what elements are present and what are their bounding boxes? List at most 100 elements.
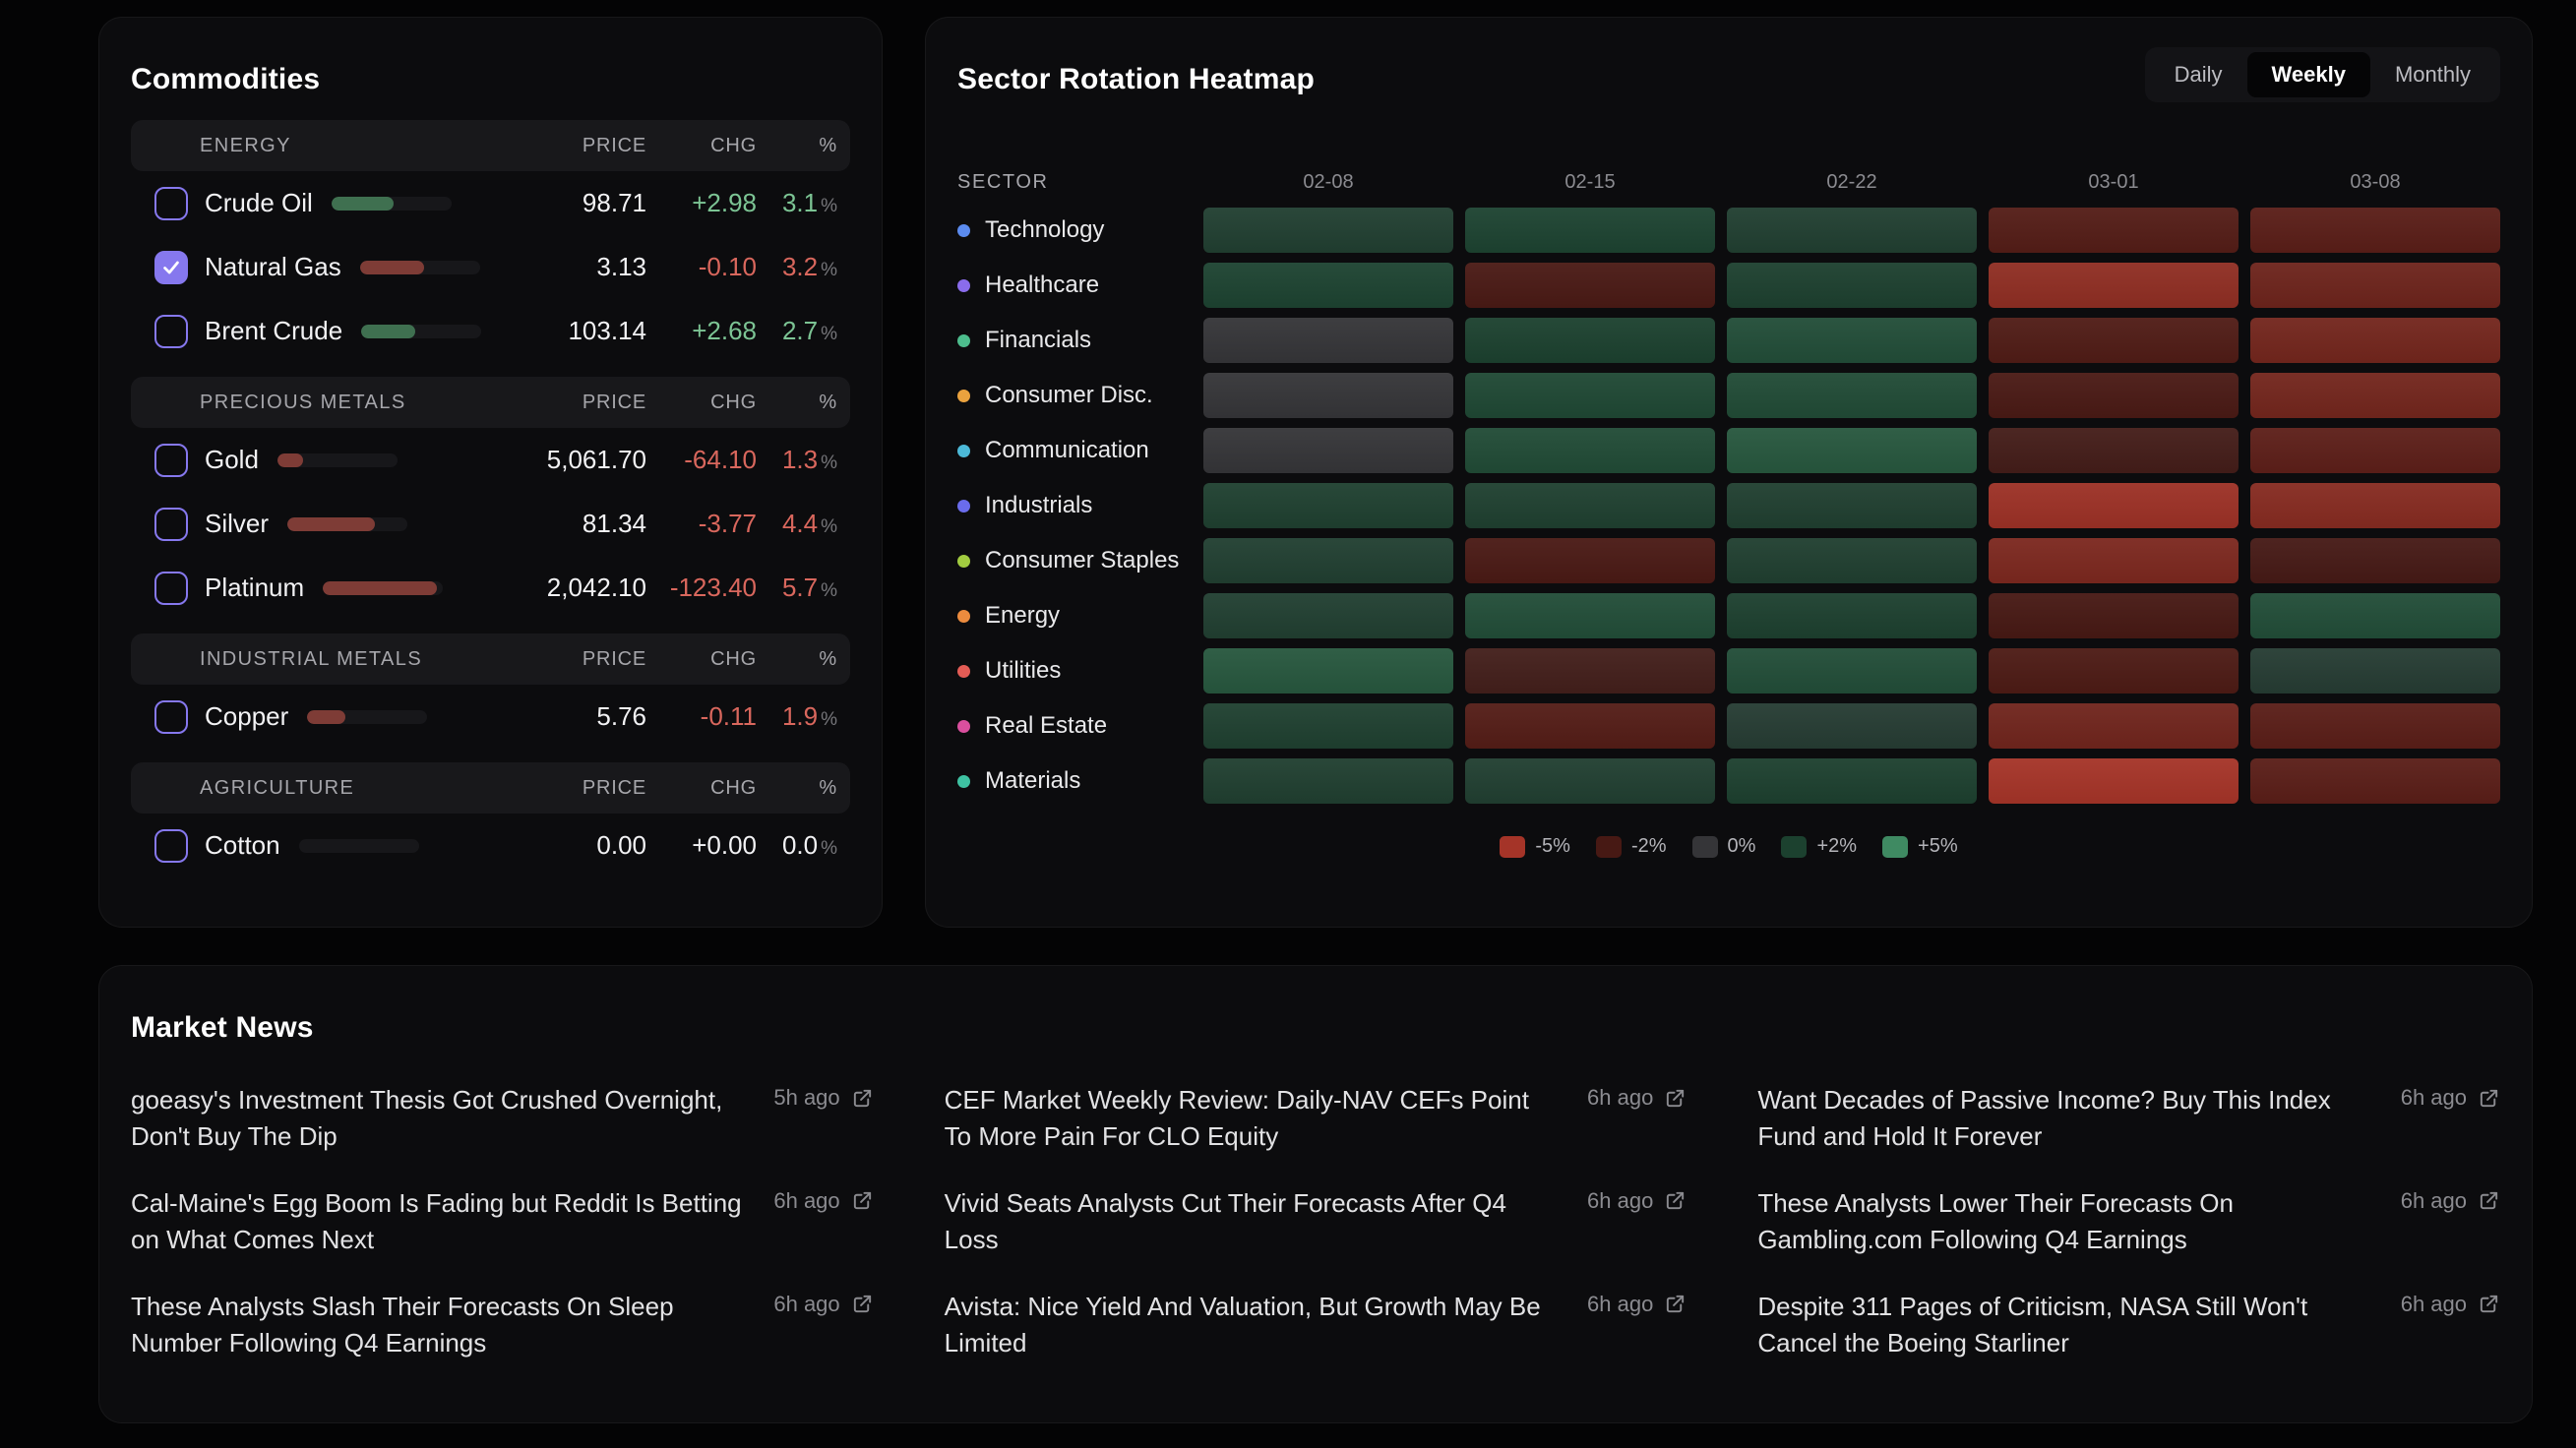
- heatmap-cell[interactable]: [1989, 538, 2239, 583]
- heatmap-cell[interactable]: [1465, 263, 1715, 308]
- commodity-row[interactable]: Cotton 0.00 +0.00 0.0%: [131, 814, 850, 877]
- heatmap-cell[interactable]: [1203, 703, 1453, 749]
- commodity-section-header: PRECIOUS METALS PRICE CHG %: [131, 377, 850, 428]
- chg-column-header: CHG: [710, 134, 757, 156]
- commodity-checkbox[interactable]: [154, 571, 188, 605]
- commodity-checkbox[interactable]: [154, 443, 188, 477]
- heatmap-cell[interactable]: [1727, 318, 1977, 363]
- heatmap-cell[interactable]: [1465, 538, 1715, 583]
- heatmap-cell[interactable]: [1727, 758, 1977, 804]
- external-link-icon[interactable]: [1664, 1087, 1687, 1110]
- tab-monthly[interactable]: Monthly: [2394, 62, 2471, 87]
- commodity-row[interactable]: Platinum 2,042.10 -123.40 5.7%: [131, 556, 850, 620]
- heatmap-cell[interactable]: [1465, 208, 1715, 253]
- heatmap-cell[interactable]: [1989, 373, 2239, 418]
- heatmap-cell[interactable]: [1989, 428, 2239, 473]
- heatmap-cell[interactable]: [1203, 648, 1453, 694]
- heatmap-cell[interactable]: [1465, 318, 1715, 363]
- news-item: goeasy's Investment Thesis Got Crushed O…: [131, 1082, 874, 1156]
- heatmap-cell[interactable]: [1203, 373, 1453, 418]
- tab-weekly[interactable]: Weekly: [2246, 52, 2370, 97]
- news-headline[interactable]: These Analysts Slash Their Forecasts On …: [131, 1291, 674, 1358]
- heatmap-cell[interactable]: [2250, 538, 2500, 583]
- heatmap-cell[interactable]: [1203, 318, 1453, 363]
- heatmap-cell[interactable]: [1465, 758, 1715, 804]
- heatmap-cell[interactable]: [1465, 373, 1715, 418]
- heatmap-cell[interactable]: [1989, 318, 2239, 363]
- heatmap-cell[interactable]: [2250, 593, 2500, 638]
- heatmap-cell[interactable]: [1727, 483, 1977, 528]
- news-headline[interactable]: Want Decades of Passive Income? Buy This…: [1757, 1085, 2331, 1152]
- external-link-icon[interactable]: [1664, 1293, 1687, 1315]
- heatmap-title: Sector Rotation Heatmap: [957, 63, 1315, 95]
- tab-daily[interactable]: Daily: [2174, 62, 2223, 87]
- commodity-checkbox[interactable]: [154, 828, 188, 863]
- sector-label: Healthcare: [957, 263, 1192, 308]
- heatmap-cell[interactable]: [2250, 483, 2500, 528]
- news-headline[interactable]: These Analysts Lower Their Forecasts On …: [1757, 1187, 2234, 1255]
- news-headline[interactable]: Vivid Seats Analysts Cut Their Forecasts…: [944, 1187, 1506, 1255]
- commodity-checkbox[interactable]: [154, 186, 188, 220]
- heatmap-cell[interactable]: [1727, 208, 1977, 253]
- section-label: PRECIOUS METALS: [200, 391, 406, 413]
- heatmap-cell[interactable]: [1727, 428, 1977, 473]
- heatmap-cell[interactable]: [2250, 373, 2500, 418]
- news-headline[interactable]: Cal-Maine's Egg Boom Is Fading but Reddi…: [131, 1187, 742, 1255]
- news-headline[interactable]: CEF Market Weekly Review: Daily-NAV CEFs…: [944, 1085, 1529, 1152]
- heatmap-cell[interactable]: [1203, 208, 1453, 253]
- commodity-row[interactable]: Silver 81.34 -3.77 4.4%: [131, 492, 850, 556]
- heatmap-cell[interactable]: [1989, 263, 2239, 308]
- external-link-icon[interactable]: [851, 1087, 874, 1110]
- commodity-row[interactable]: Natural Gas 3.13 -0.10 3.2%: [131, 235, 850, 299]
- heatmap-cell[interactable]: [1465, 428, 1715, 473]
- heatmap-cell[interactable]: [2250, 318, 2500, 363]
- heatmap-cell[interactable]: [1989, 648, 2239, 694]
- heatmap-cell[interactable]: [1989, 703, 2239, 749]
- news-headline[interactable]: goeasy's Investment Thesis Got Crushed O…: [131, 1085, 723, 1152]
- external-link-icon[interactable]: [1664, 1189, 1687, 1212]
- heatmap-cell[interactable]: [1727, 373, 1977, 418]
- heatmap-cell[interactable]: [1727, 263, 1977, 308]
- commodity-row[interactable]: Crude Oil 98.71 +2.98 3.1%: [131, 171, 850, 235]
- external-link-icon[interactable]: [2478, 1293, 2500, 1315]
- heatmap-cell[interactable]: [1203, 263, 1453, 308]
- heatmap-cell[interactable]: [1203, 593, 1453, 638]
- heatmap-cell[interactable]: [1203, 483, 1453, 528]
- heatmap-cell[interactable]: [1989, 208, 2239, 253]
- external-link-icon[interactable]: [851, 1293, 874, 1315]
- commodity-row[interactable]: Brent Crude 103.14 +2.68 2.7%: [131, 299, 850, 363]
- heatmap-cell[interactable]: [1465, 593, 1715, 638]
- commodity-row[interactable]: Gold 5,061.70 -64.10 1.3%: [131, 428, 850, 492]
- heatmap-cell[interactable]: [1989, 483, 2239, 528]
- heatmap-row: Industrials: [957, 483, 2500, 528]
- heatmap-cell[interactable]: [2250, 263, 2500, 308]
- heatmap-cell[interactable]: [1203, 538, 1453, 583]
- heatmap-cell[interactable]: [1465, 648, 1715, 694]
- commodity-checkbox[interactable]: [154, 507, 188, 541]
- commodity-row[interactable]: Copper 5.76 -0.11 1.9%: [131, 685, 850, 749]
- commodity-checkbox[interactable]: [154, 250, 188, 284]
- heatmap-cell[interactable]: [1727, 648, 1977, 694]
- heatmap-cell[interactable]: [1727, 593, 1977, 638]
- heatmap-cell[interactable]: [2250, 703, 2500, 749]
- heatmap-cell[interactable]: [1465, 703, 1715, 749]
- external-link-icon[interactable]: [2478, 1087, 2500, 1110]
- heatmap-cell[interactable]: [2250, 428, 2500, 473]
- heatmap-cell[interactable]: [2250, 208, 2500, 253]
- news-headline[interactable]: Despite 311 Pages of Criticism, NASA Sti…: [1757, 1291, 2308, 1358]
- heatmap-cell[interactable]: [1989, 758, 2239, 804]
- heatmap-cell[interactable]: [2250, 648, 2500, 694]
- external-link-icon[interactable]: [2478, 1189, 2500, 1212]
- heatmap-cell[interactable]: [1203, 428, 1453, 473]
- commodity-checkbox[interactable]: [154, 314, 188, 348]
- heatmap-cell[interactable]: [1465, 483, 1715, 528]
- heatmap-cell[interactable]: [1727, 703, 1977, 749]
- heatmap-cell[interactable]: [1989, 593, 2239, 638]
- heatmap-cell[interactable]: [1727, 538, 1977, 583]
- heatmap-row: Consumer Staples: [957, 538, 2500, 583]
- news-headline[interactable]: Avista: Nice Yield And Valuation, But Gr…: [944, 1291, 1541, 1358]
- external-link-icon[interactable]: [851, 1189, 874, 1212]
- heatmap-cell[interactable]: [1203, 758, 1453, 804]
- heatmap-cell[interactable]: [2250, 758, 2500, 804]
- commodity-checkbox[interactable]: [154, 699, 188, 734]
